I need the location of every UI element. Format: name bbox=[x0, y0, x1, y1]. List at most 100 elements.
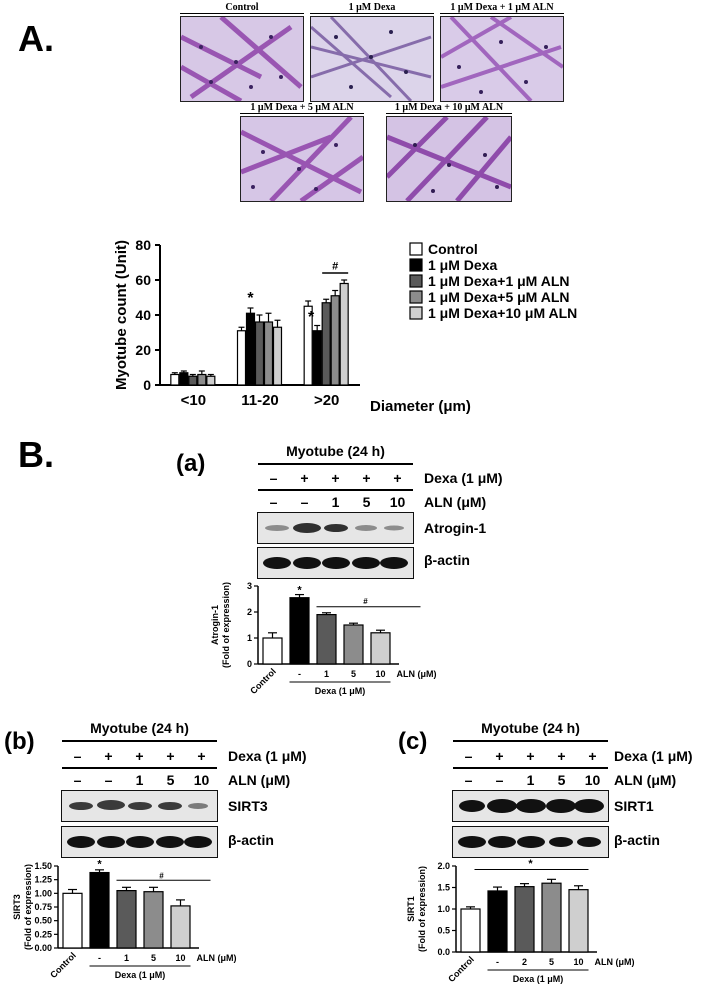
y-tick-label: 1.00 bbox=[34, 888, 52, 898]
y-tick-label: 3 bbox=[247, 581, 252, 591]
y-tick-label: 0 bbox=[143, 377, 151, 393]
sirt1-chart: 0.0 0.5 1.0 1.5 2.0 SIRT1 (Fold of expression)… bbox=[406, 858, 635, 984]
x-tick-label: 10 bbox=[375, 669, 385, 679]
legend-swatch bbox=[409, 306, 423, 320]
dexa-sign: + bbox=[166, 748, 175, 764]
micrograph-label: Control bbox=[225, 2, 259, 13]
bar bbox=[170, 373, 180, 386]
group-label: Dexa (1 μM) bbox=[513, 974, 564, 984]
actin-blot-c-label: β-actin bbox=[614, 832, 660, 848]
aln-sign: 5 bbox=[557, 772, 566, 788]
x-tick-label: 5 bbox=[549, 957, 554, 967]
legend-swatch bbox=[409, 258, 423, 272]
wb-b-title: Myotube (24 h) bbox=[90, 720, 189, 736]
y-tick-label: 1.25 bbox=[34, 875, 52, 885]
aln-sign: – bbox=[495, 772, 504, 788]
extra-label: ALN (μM) bbox=[197, 953, 237, 963]
micrograph-dexa-aln5: 1 μM Dexa + 5 μM ALN bbox=[240, 102, 364, 202]
micrograph-control: Control bbox=[180, 2, 304, 102]
x-tick-label: 11-20 bbox=[241, 392, 279, 409]
y-tick-label: 0.75 bbox=[34, 902, 52, 912]
actin-blot-b bbox=[61, 826, 218, 858]
panel-b-b-letter: (b) bbox=[4, 728, 35, 755]
bar bbox=[321, 302, 331, 386]
y-tick-label: 0 bbox=[247, 659, 252, 669]
x-tick-label: - bbox=[98, 953, 101, 963]
dexa-sign: + bbox=[362, 470, 371, 486]
bar bbox=[289, 597, 310, 665]
bar bbox=[236, 330, 247, 386]
dexa-sign: + bbox=[526, 748, 535, 764]
y-tick-label: 2 bbox=[247, 607, 252, 617]
aln-sign: – bbox=[269, 494, 278, 510]
x-tick-label: >20 bbox=[314, 392, 339, 409]
bar bbox=[197, 373, 207, 386]
wb-b-dexa-row: – + + + + bbox=[62, 748, 217, 764]
aln-sign: 5 bbox=[362, 494, 371, 510]
micrograph-image bbox=[180, 16, 304, 102]
y-tick-label: 0.25 bbox=[34, 929, 52, 939]
y-axis-label: Myotube count (Unit) bbox=[113, 240, 130, 390]
dexa-sign: + bbox=[393, 470, 402, 486]
y-tick-label: 1.0 bbox=[437, 904, 450, 914]
legend-label: Control bbox=[428, 241, 478, 257]
bar bbox=[330, 295, 340, 386]
sirt3-chart: 0.00 0.25 0.50 0.75 1.00 1.25 1.50 SIRT3 (Fold o… bbox=[12, 859, 237, 980]
legend-label: 1 μM Dexa+10 μM ALN bbox=[428, 305, 577, 321]
micrograph-label: 1 μM Dexa + 10 μM ALN bbox=[394, 102, 504, 113]
panel-a-letter: A. bbox=[18, 18, 54, 59]
dexa-sign: – bbox=[464, 748, 473, 764]
y-tick-label: 60 bbox=[135, 272, 151, 288]
y-tick-label: 0.5 bbox=[437, 926, 450, 936]
bar bbox=[263, 321, 274, 386]
aln-sign: 1 bbox=[526, 772, 535, 788]
x-tick-label: 10 bbox=[573, 957, 583, 967]
bar bbox=[460, 908, 481, 953]
wb-a-aln-label: ALN (μM) bbox=[424, 494, 487, 510]
bar bbox=[541, 882, 562, 953]
aln-sign: – bbox=[300, 494, 309, 510]
actin-blot-c bbox=[452, 826, 609, 858]
micrograph-label: 1 μM Dexa + 5 μM ALN bbox=[250, 102, 354, 113]
significance-hash: # bbox=[363, 597, 368, 606]
wb-c-aln-row: – – 1 5 10 bbox=[453, 772, 608, 788]
bar bbox=[272, 326, 283, 386]
bar bbox=[179, 372, 189, 386]
x-tick-label: - bbox=[496, 957, 499, 967]
dexa-sign: + bbox=[557, 748, 566, 764]
micrograph-label: 1 μM Dexa + 1 μM ALN bbox=[450, 2, 554, 13]
bar bbox=[514, 886, 535, 953]
bar bbox=[262, 637, 283, 665]
bar bbox=[370, 632, 391, 665]
wb-a-dexa-row: – + + + + bbox=[258, 470, 413, 486]
bar bbox=[143, 891, 164, 949]
dexa-sign: – bbox=[73, 748, 82, 764]
dexa-sign: + bbox=[300, 470, 309, 486]
legend-label: 1 μM Dexa+1 μM ALN bbox=[428, 273, 569, 289]
bar bbox=[62, 892, 83, 949]
wb-c-dexa-label: Dexa (1 μM) bbox=[614, 748, 693, 764]
aln-sign: 5 bbox=[166, 772, 175, 788]
atrogin-blot bbox=[257, 512, 414, 544]
aln-sign: – bbox=[464, 772, 473, 788]
wb-a-dexa-label: Dexa (1 μM) bbox=[424, 470, 503, 486]
aln-sign: 1 bbox=[331, 494, 340, 510]
panel-b-a-letter: (a) bbox=[176, 450, 206, 477]
bar bbox=[170, 905, 191, 949]
micrograph-dexa-aln10: 1 μM Dexa + 10 μM ALN bbox=[386, 102, 512, 202]
bar bbox=[188, 375, 198, 386]
x-tick-label: 2 bbox=[522, 957, 527, 967]
y-axis-label: Atrogin-1 bbox=[210, 605, 220, 645]
dexa-sign: + bbox=[135, 748, 144, 764]
extra-label: ALN (μM) bbox=[595, 957, 635, 967]
group-label: Dexa (1 μM) bbox=[315, 686, 366, 696]
y-tick-label: 0.0 bbox=[437, 947, 450, 957]
micrograph-dexa-aln1: 1 μM Dexa + 1 μM ALN bbox=[440, 2, 564, 102]
actin-blot-a bbox=[257, 547, 414, 579]
significance-hash: # bbox=[159, 872, 164, 881]
x-tick-label: 10 bbox=[175, 953, 185, 963]
panel-b-letter: B. bbox=[18, 434, 54, 475]
bar bbox=[316, 613, 337, 665]
x-tick-label: Control bbox=[248, 666, 278, 696]
aln-sign: 10 bbox=[193, 772, 210, 788]
